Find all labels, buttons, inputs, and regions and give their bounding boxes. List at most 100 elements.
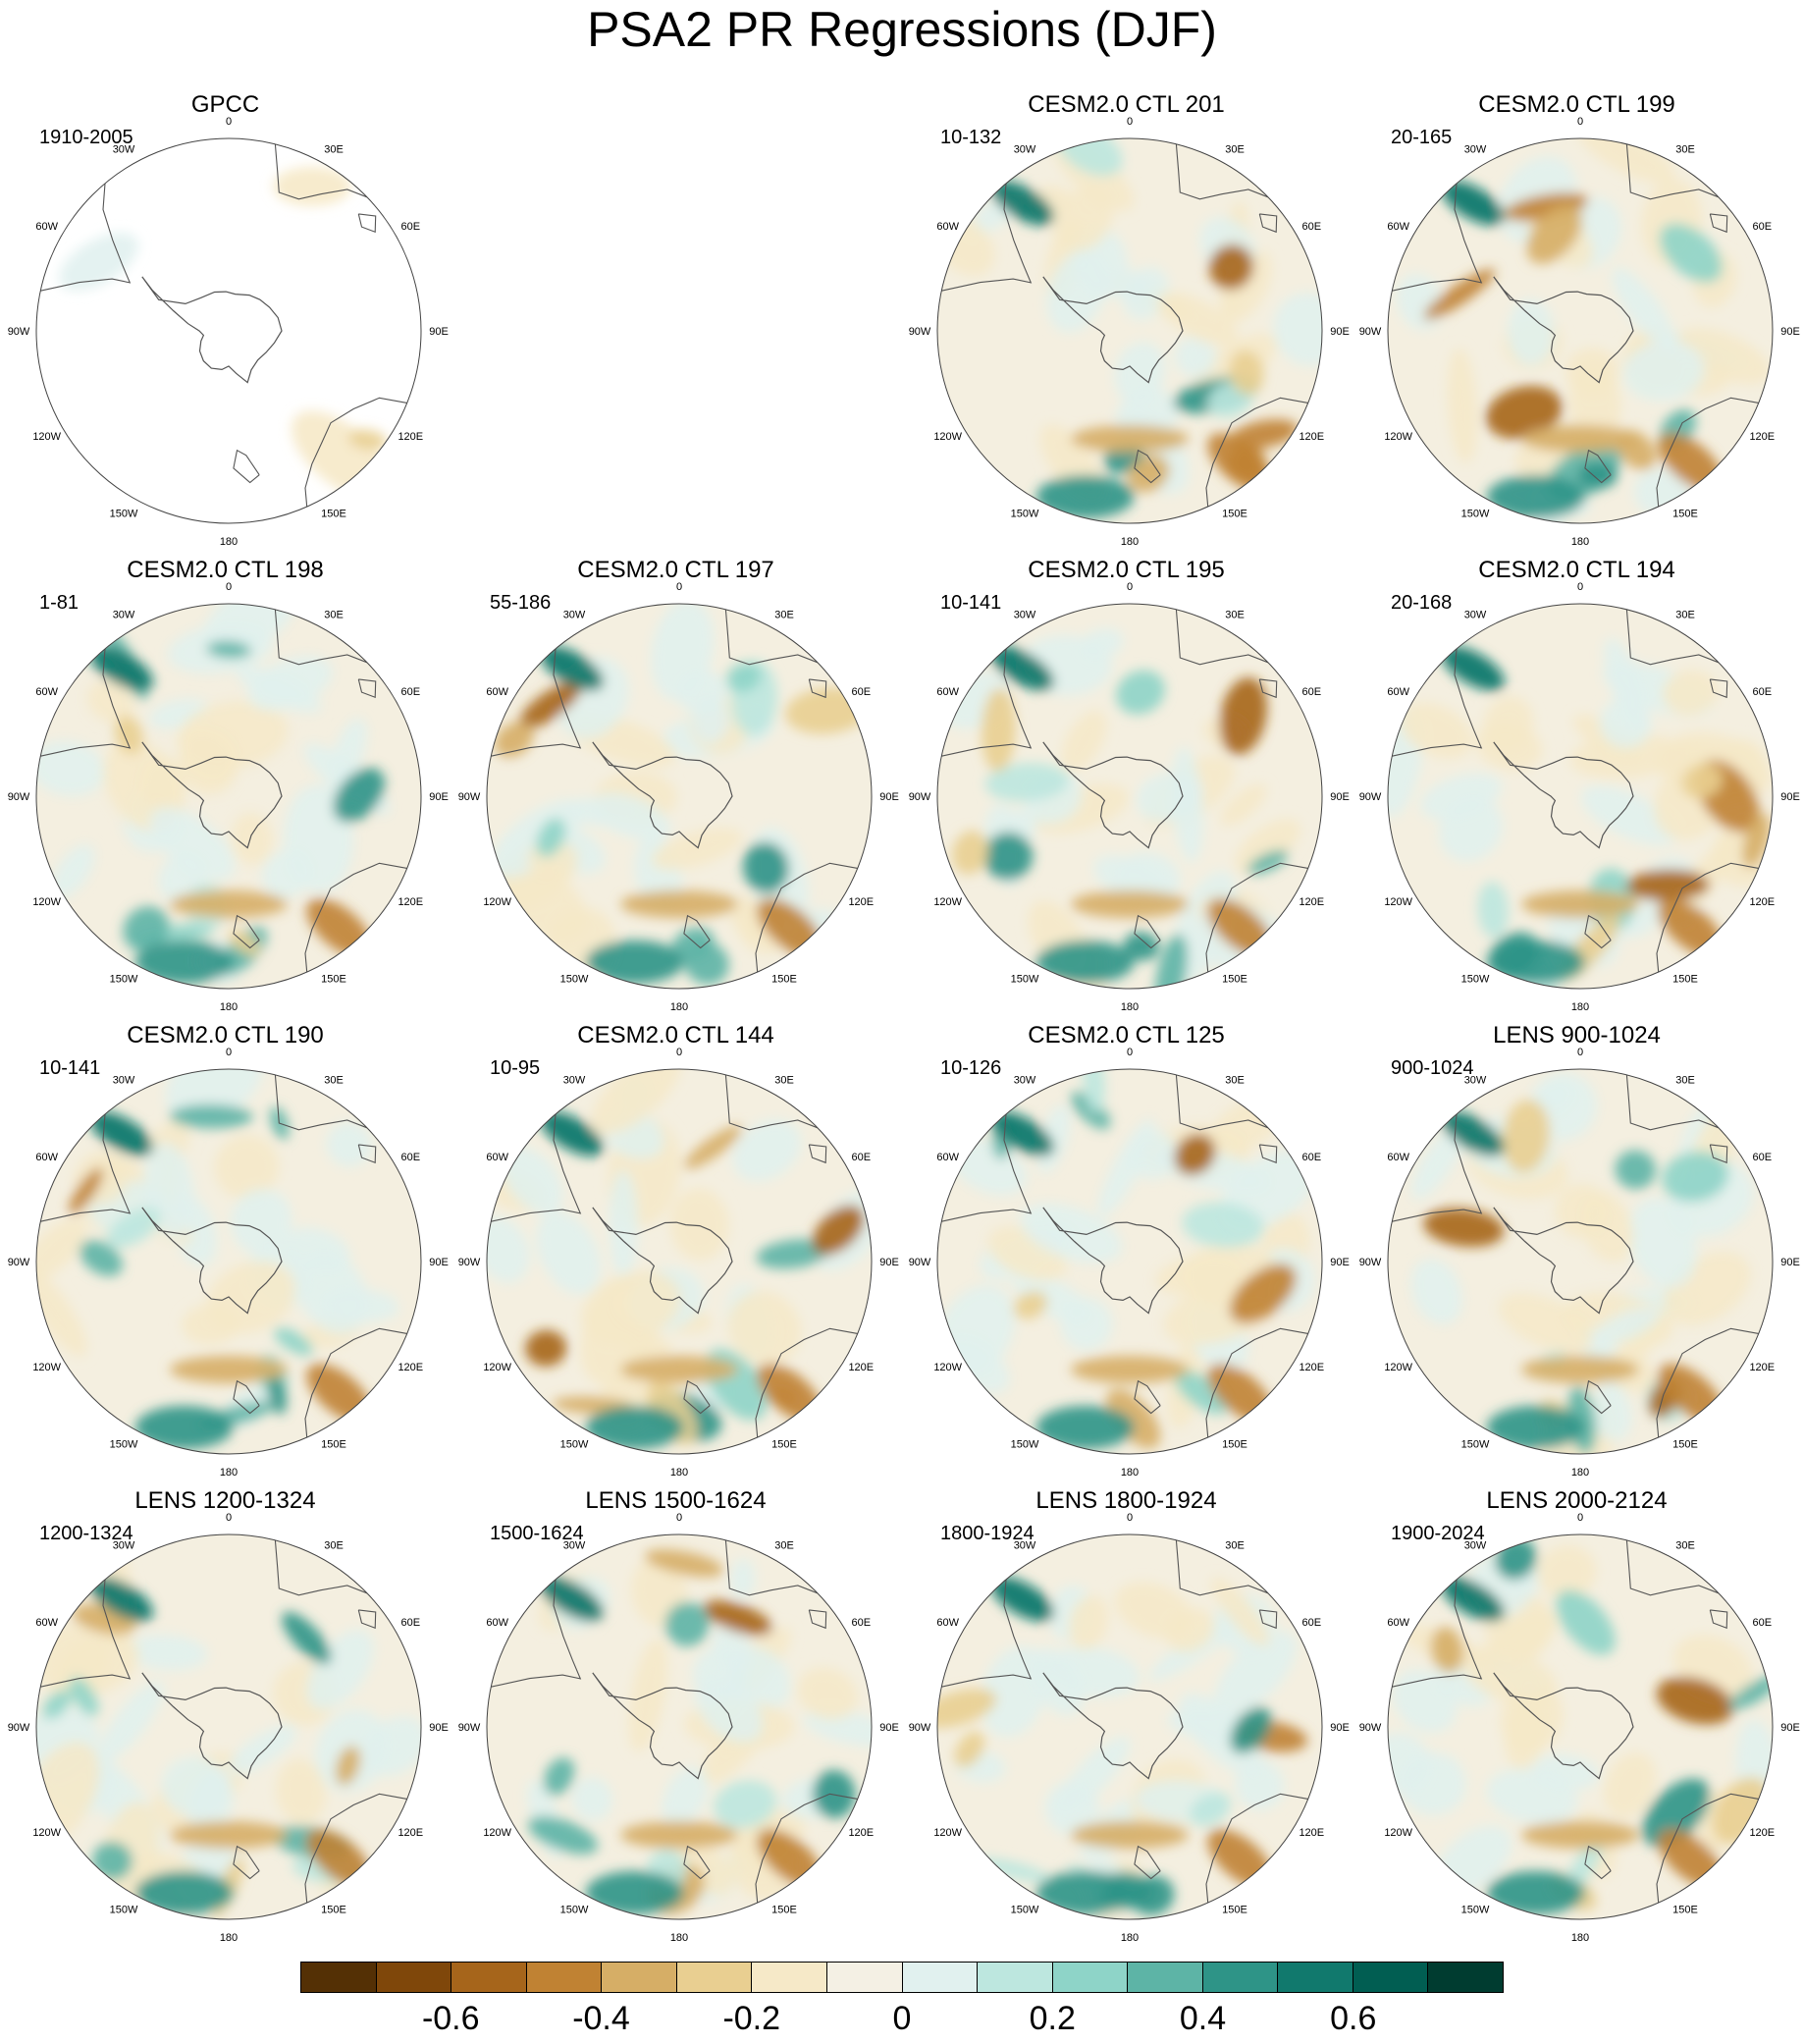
continent-coastline xyxy=(724,609,819,666)
panel-period: 900-1024 xyxy=(1391,1057,1474,1079)
longitude-label: 90E xyxy=(879,1722,899,1734)
longitude-label: 30E xyxy=(324,610,344,621)
field-patch xyxy=(51,844,95,899)
longitude-label: 30W xyxy=(113,1540,135,1552)
longitude-label: 120E xyxy=(1299,896,1324,908)
negative-anomaly xyxy=(1521,890,1639,918)
map-panel: 0 30E 60E 90E 120E 150E 180 150W 120W 90W 60W 30W CE… xyxy=(0,1021,451,1486)
longitude-label: 150E xyxy=(771,1438,797,1450)
continent-coastline xyxy=(755,862,858,973)
positive-anomaly xyxy=(527,1815,599,1855)
continent-coastline xyxy=(1258,213,1278,234)
longitude-label: 150E xyxy=(1672,973,1698,985)
negative-anomaly xyxy=(1430,1627,1464,1674)
polar-map: 0 30E 60E 90E 120E 150E 180 150W 120W 90W 60W 30W xyxy=(1359,116,1800,548)
panel-period: 10-141 xyxy=(940,592,1002,614)
negative-anomaly xyxy=(1521,1356,1639,1383)
antarctica-coastline xyxy=(1493,741,1634,849)
antarctica-coastline xyxy=(141,741,283,849)
map-border xyxy=(936,137,1323,524)
field-patch xyxy=(261,850,311,898)
continent-coastline xyxy=(274,1539,368,1596)
longitude-label: 90W xyxy=(458,791,481,803)
regression-field xyxy=(937,138,1322,523)
longitude-label: 90W xyxy=(458,1257,481,1268)
longitude-label: 30W xyxy=(113,610,135,621)
panel-title: CESM2.0 CTL 201 xyxy=(1028,91,1225,118)
panel-title: CESM2.0 CTL 199 xyxy=(1478,91,1675,118)
negative-anomaly xyxy=(1229,419,1299,450)
positive-anomaly xyxy=(91,1841,133,1881)
continent-coastline xyxy=(1656,862,1759,973)
continent-coastline xyxy=(1625,1539,1720,1596)
longitude-label: 30E xyxy=(324,1540,344,1552)
polar-map: 0 30E 60E 90E 120E 150E 180 150W 120W 90W 60W 30W xyxy=(458,581,899,1013)
coastlines xyxy=(1392,1539,1759,1904)
field-patch xyxy=(1612,267,1675,350)
longitude-label: 90W xyxy=(909,326,931,338)
longitude-label: 90W xyxy=(8,1257,30,1268)
longitude-label: 180 xyxy=(220,1932,238,1944)
negative-anomaly xyxy=(1625,869,1710,901)
continent-coastline xyxy=(233,914,260,949)
regression-field xyxy=(36,1534,421,1919)
colorbar-bin xyxy=(376,1963,452,1992)
field-patch xyxy=(1179,1693,1264,1776)
map-panel: 0 30E 60E 90E 120E 150E 180 150W 120W 90W 60W 30W CE… xyxy=(901,1021,1352,1486)
continent-coastline xyxy=(1134,449,1161,484)
field-patch xyxy=(1020,1203,1122,1264)
longitude-label: 150E xyxy=(321,973,346,985)
continent-coastline xyxy=(1258,1144,1278,1164)
polar-map: 0 30E 60E 90E 120E 150E 180 150W 120W 90W 60W 30W xyxy=(1359,581,1800,1013)
negative-anomaly xyxy=(69,1167,103,1214)
panel-title: CESM2.0 CTL 197 xyxy=(577,557,774,583)
longitude-label: 120E xyxy=(848,896,874,908)
regression-field xyxy=(937,604,1322,989)
coastlines xyxy=(40,609,407,973)
longitude-label: 30E xyxy=(1225,1540,1245,1552)
map-panel: 0 30E 60E 90E 120E 150E 180 150W 120W 90W 60W 30W CE… xyxy=(451,1021,901,1486)
positive-anomaly xyxy=(333,768,385,823)
longitude-label: 60E xyxy=(401,1617,421,1629)
field-patch xyxy=(662,1766,709,1827)
map-border xyxy=(936,1068,1323,1455)
positive-anomaly xyxy=(585,941,684,984)
panel-title: LENS 1200-1324 xyxy=(134,1487,316,1514)
field-patch xyxy=(230,1188,292,1254)
longitude-label: 120W xyxy=(1384,431,1412,443)
regression-field xyxy=(487,604,872,989)
longitude-label: 0 xyxy=(1127,1512,1133,1524)
field-patch xyxy=(1157,292,1239,347)
field-patch xyxy=(1037,1104,1071,1174)
panel-title: LENS 1500-1624 xyxy=(585,1487,767,1514)
longitude-label: 150W xyxy=(1461,1904,1490,1915)
continent-coastline xyxy=(1205,397,1308,508)
map-panel: 0 30E 60E 90E 120E 150E 180 150W 120W 90W 60W 30W CE… xyxy=(901,90,1352,556)
continent-coastline xyxy=(1258,1609,1278,1630)
antarctica-coastline xyxy=(1042,1207,1184,1315)
panel-period: 1900-2024 xyxy=(1391,1523,1485,1544)
continent-coastline xyxy=(357,1144,377,1164)
colorbar xyxy=(300,1962,1504,1995)
field-patch xyxy=(1590,1385,1632,1441)
longitude-label: 30W xyxy=(1464,1075,1487,1087)
continent-coastline xyxy=(491,1579,582,1688)
field-patch xyxy=(1677,328,1771,385)
field-patch xyxy=(571,1777,613,1821)
field-patch xyxy=(1411,1120,1467,1200)
field-patch xyxy=(1581,785,1678,846)
panel-period: 10-132 xyxy=(940,127,1002,148)
longitude-label: 0 xyxy=(1577,1047,1583,1058)
polar-map: 0 30E 60E 90E 120E 150E 180 150W 120W 90W 60W 30W xyxy=(458,1047,899,1479)
longitude-label: 60E xyxy=(852,686,872,698)
longitude-label: 90E xyxy=(429,326,449,338)
positive-anomaly xyxy=(123,906,170,952)
continent-coastline xyxy=(683,914,711,949)
longitude-label: 30E xyxy=(1225,610,1245,621)
field-patch xyxy=(695,1676,764,1743)
positive-anomaly xyxy=(1615,1150,1656,1190)
continent-coastline xyxy=(233,449,260,484)
longitude-label: 30E xyxy=(1675,610,1695,621)
negative-anomaly xyxy=(1208,244,1254,291)
colorbar-tick-label: -0.2 xyxy=(722,2000,781,2037)
